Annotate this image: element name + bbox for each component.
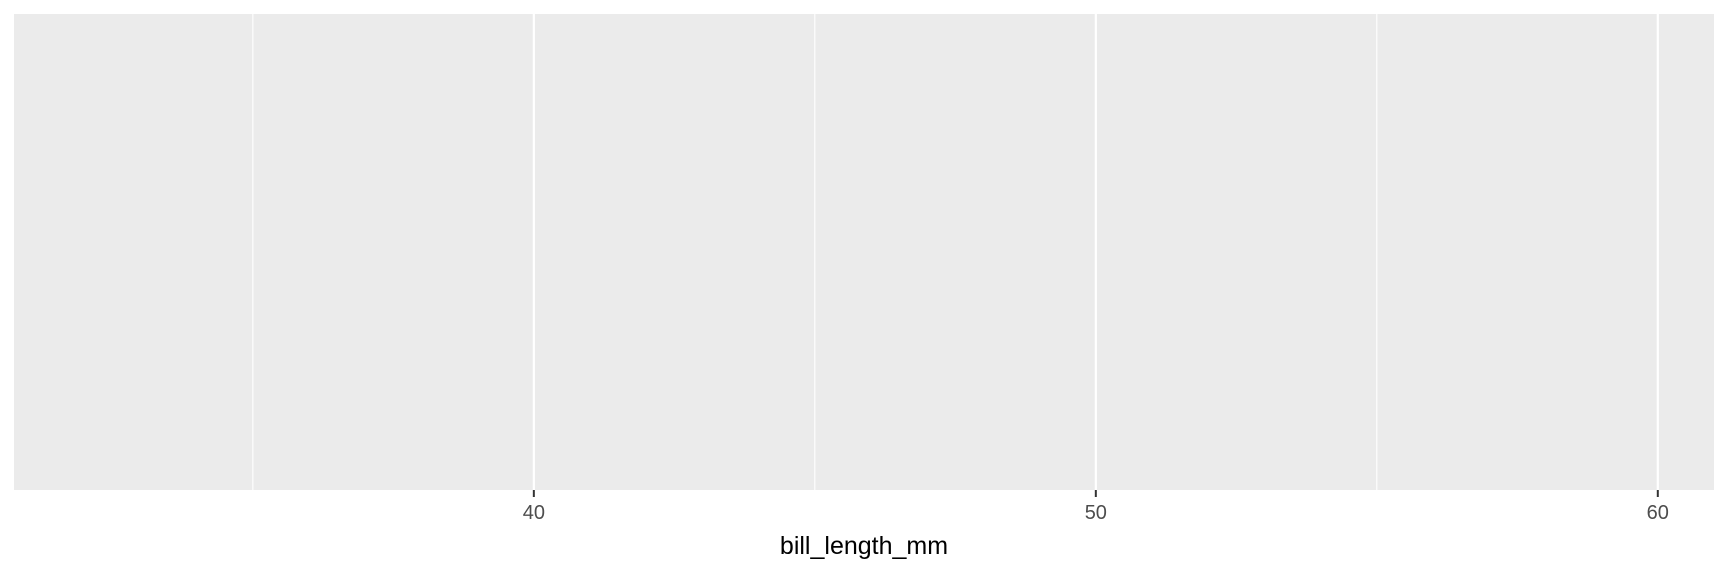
minor-gridlines xyxy=(252,14,1378,490)
x-axis-title: bill_length_mm xyxy=(780,532,948,560)
x-axis-tick-labels: 40 50 60 xyxy=(523,502,1669,524)
panel-background xyxy=(14,14,1714,490)
x-tick-label-40: 40 xyxy=(523,502,545,524)
x-tick-label-50: 50 xyxy=(1085,502,1107,524)
x-tick-label-60: 60 xyxy=(1647,502,1669,524)
x-axis-ticks xyxy=(532,490,1659,497)
major-gridlines xyxy=(532,14,1659,490)
